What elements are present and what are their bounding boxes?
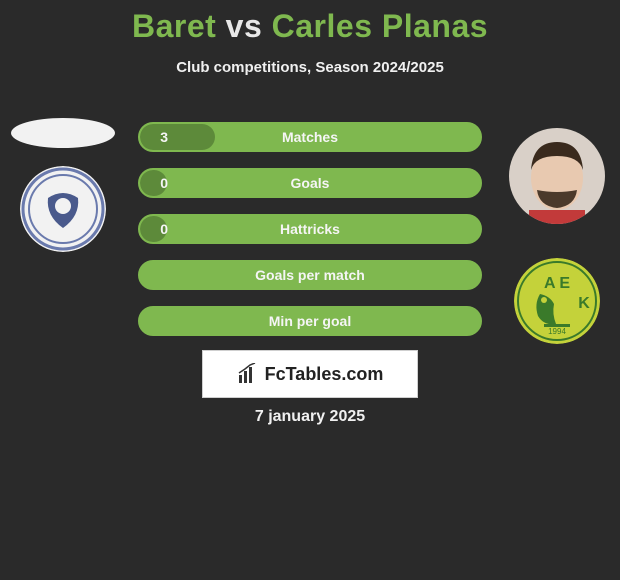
stat-label: Goals per match	[168, 267, 452, 283]
player2-avatar	[509, 128, 605, 224]
stat-label: Hattricks	[168, 221, 452, 237]
stat-row: Min per goal	[138, 306, 482, 336]
title-player1: Baret	[132, 8, 216, 44]
title-player2: Carles Planas	[272, 8, 488, 44]
chart-icon	[237, 363, 259, 385]
stat-row: 0Goals	[138, 168, 482, 198]
subtitle: Club competitions, Season 2024/2025	[0, 59, 620, 76]
player1-avatar-placeholder	[11, 118, 115, 148]
logo-text: FcTables.com	[265, 364, 384, 385]
snapshot-date: 7 january 2025	[0, 408, 620, 426]
page-title: Baret vs Carles Planas	[0, 0, 620, 45]
stat-left-value: 0	[140, 175, 168, 191]
svg-text:1994: 1994	[548, 327, 566, 336]
player1-club-badge	[20, 166, 106, 252]
svg-text:K: K	[578, 295, 590, 312]
stat-label: Matches	[168, 129, 452, 145]
svg-text:A E: A E	[544, 275, 570, 292]
stat-row: Goals per match	[138, 260, 482, 290]
stat-row: 3Matches	[138, 122, 482, 152]
stat-left-value: 0	[140, 221, 168, 237]
stat-label: Goals	[168, 175, 452, 191]
player2-column: A E K 1994	[502, 128, 612, 344]
comparison-bars: 3Matches0Goals0HattricksGoals per matchM…	[138, 122, 482, 352]
fctables-logo: FcTables.com	[202, 350, 418, 398]
player1-column	[8, 118, 118, 252]
stat-left-value: 3	[140, 129, 168, 145]
player2-club-badge: A E K 1994	[514, 258, 600, 344]
title-vs: vs	[226, 8, 263, 44]
stat-label: Min per goal	[168, 313, 452, 329]
stat-row: 0Hattricks	[138, 214, 482, 244]
